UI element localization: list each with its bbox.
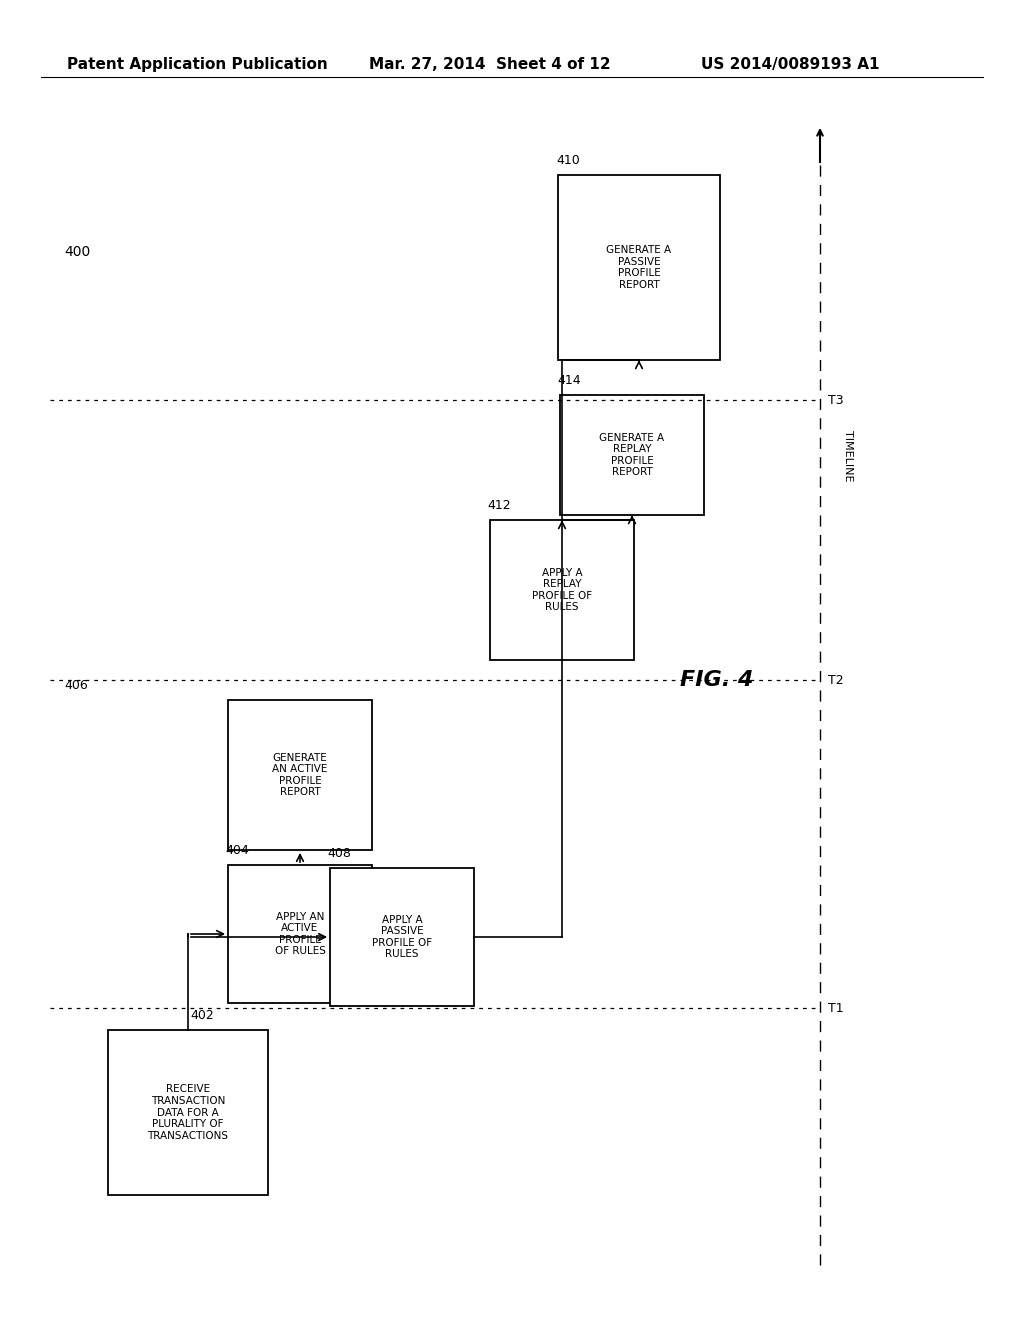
Text: Patent Application Publication: Patent Application Publication bbox=[67, 57, 328, 71]
Text: GENERATE
AN ACTIVE
PROFILE
REPORT: GENERATE AN ACTIVE PROFILE REPORT bbox=[272, 752, 328, 797]
Text: GENERATE A
REPLAY
PROFILE
REPORT: GENERATE A REPLAY PROFILE REPORT bbox=[599, 433, 665, 478]
FancyBboxPatch shape bbox=[560, 395, 705, 515]
FancyBboxPatch shape bbox=[228, 865, 372, 1003]
FancyBboxPatch shape bbox=[108, 1030, 268, 1195]
FancyBboxPatch shape bbox=[558, 176, 720, 360]
Text: 400: 400 bbox=[63, 246, 90, 259]
Text: T1: T1 bbox=[828, 1002, 844, 1015]
FancyBboxPatch shape bbox=[490, 520, 634, 660]
Text: 406: 406 bbox=[63, 678, 88, 692]
FancyBboxPatch shape bbox=[330, 869, 474, 1006]
Text: Mar. 27, 2014  Sheet 4 of 12: Mar. 27, 2014 Sheet 4 of 12 bbox=[369, 57, 610, 71]
Text: APPLY A
REPLAY
PROFILE OF
RULES: APPLY A REPLAY PROFILE OF RULES bbox=[531, 568, 592, 612]
Text: US 2014/0089193 A1: US 2014/0089193 A1 bbox=[701, 57, 880, 71]
Text: FIG. 4: FIG. 4 bbox=[680, 671, 754, 690]
Text: GENERATE A
PASSIVE
PROFILE
REPORT: GENERATE A PASSIVE PROFILE REPORT bbox=[606, 246, 672, 290]
Text: 408: 408 bbox=[327, 847, 351, 861]
Text: T3: T3 bbox=[828, 393, 844, 407]
Text: 410: 410 bbox=[556, 154, 580, 168]
Text: 412: 412 bbox=[487, 499, 511, 512]
Text: 402: 402 bbox=[190, 1008, 214, 1022]
Text: 404: 404 bbox=[225, 843, 249, 857]
Text: TIMELINE: TIMELINE bbox=[843, 430, 853, 482]
Text: APPLY AN
ACTIVE
PROFILE
OF RULES: APPLY AN ACTIVE PROFILE OF RULES bbox=[274, 912, 326, 957]
Text: T2: T2 bbox=[828, 673, 844, 686]
Text: 414: 414 bbox=[557, 374, 581, 387]
FancyBboxPatch shape bbox=[228, 700, 372, 850]
Text: RECEIVE
TRANSACTION
DATA FOR A
PLURALITY OF
TRANSACTIONS: RECEIVE TRANSACTION DATA FOR A PLURALITY… bbox=[147, 1084, 228, 1140]
Text: APPLY A
PASSIVE
PROFILE OF
RULES: APPLY A PASSIVE PROFILE OF RULES bbox=[372, 915, 432, 960]
